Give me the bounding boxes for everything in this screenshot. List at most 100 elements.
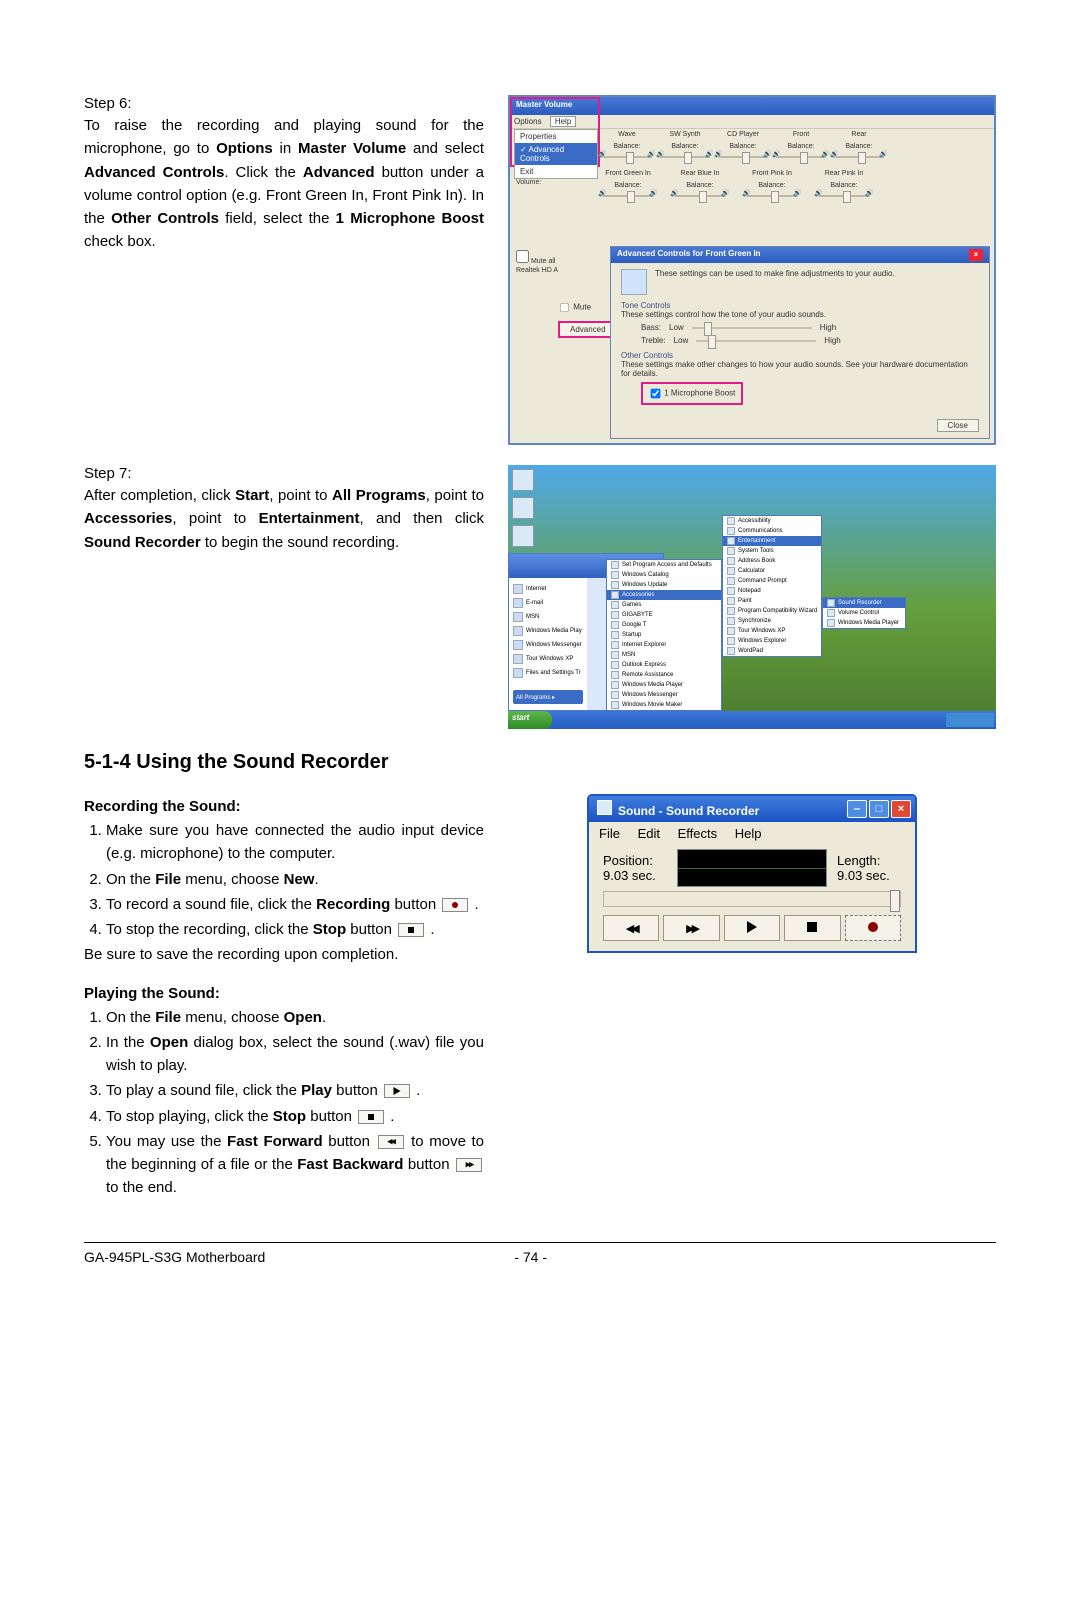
all-programs-button[interactable]: All Programs ▸ — [513, 690, 583, 704]
submenu-item[interactable]: Windows Messenger — [607, 690, 721, 700]
mv-mute-checkbox[interactable] — [560, 303, 568, 311]
mv-mute-all-checkbox[interactable] — [516, 250, 529, 263]
step7-text: Step 7: After completion, click Start, p… — [84, 465, 484, 729]
page-footer: GA-945PL-S3G Motherboard - 74 - — [84, 1242, 996, 1265]
step6-body: To raise the recording and playing sound… — [84, 114, 484, 254]
submenu-item[interactable]: Internet Explorer — [607, 640, 721, 650]
minimize-icon[interactable]: ‒ — [847, 800, 867, 818]
sound-recorder-screenshot: Sound - Sound Recorder ‒ □ × File Edit E… — [508, 788, 996, 1202]
step7-label: Step 7: — [84, 465, 484, 482]
sr-title: Sound - Sound Recorder — [618, 804, 759, 818]
fast-forward-icon — [456, 1158, 482, 1172]
mv-window-title: Master Volume — [510, 97, 994, 112]
submenu-item[interactable]: GIGABYTE — [607, 610, 721, 620]
mv-menu-options[interactable]: Options — [514, 117, 542, 126]
submenu-item[interactable]: Accessories — [607, 590, 721, 600]
submenu-item[interactable]: Remote Assistance — [607, 670, 721, 680]
system-tray — [946, 713, 994, 727]
submenu-item[interactable]: Windows Update — [607, 580, 721, 590]
submenu-item[interactable]: System Tools — [723, 546, 821, 556]
start-menu-item[interactable]: Windows Messenger — [513, 638, 583, 652]
submenu-item[interactable]: Sound Recorder — [823, 598, 905, 608]
mv-dlg-close-button[interactable]: Close — [937, 419, 979, 432]
start-menu-item[interactable]: Files and Settings Tr — [513, 666, 583, 680]
submenu-item[interactable]: Notepad — [723, 586, 821, 596]
start-menu-item[interactable]: Tour Windows XP — [513, 652, 583, 666]
submenu-item[interactable]: Outlook Express — [607, 660, 721, 670]
mv-dd-exit[interactable]: Exit — [515, 165, 597, 178]
step6-label: Step 6: — [84, 95, 484, 112]
step6-text: Step 6: To raise the recording and playi… — [84, 95, 484, 445]
sound-recorder-window: Sound - Sound Recorder ‒ □ × File Edit E… — [587, 794, 917, 953]
submenu-item[interactable]: Entertainment — [723, 536, 821, 546]
sr-record-button[interactable] — [845, 915, 901, 941]
mv-menu-help[interactable]: Help — [550, 116, 576, 127]
entertainment-submenu: Sound RecorderVolume ControlWindows Medi… — [822, 597, 906, 629]
step7-body: After completion, click Start, point to … — [84, 484, 484, 554]
mv-dlg-close-icon[interactable]: × — [969, 249, 983, 261]
submenu-item[interactable]: Tour Windows XP — [723, 626, 821, 636]
sr-menu-help[interactable]: Help — [735, 826, 762, 841]
mv-dd-advanced[interactable]: ✓ Advanced Controls — [515, 143, 597, 165]
submenu-item[interactable]: Synchronize — [723, 616, 821, 626]
mv-advanced-button[interactable]: Advanced — [558, 321, 618, 338]
sr-menu-file[interactable]: File — [599, 826, 620, 841]
submenu-item[interactable]: Command Prompt — [723, 576, 821, 586]
start-menu-item[interactable]: E-mail — [513, 596, 583, 610]
sr-seek-slider[interactable] — [603, 891, 901, 907]
submenu-item[interactable]: WordPad — [723, 646, 821, 656]
submenu-item[interactable]: Paint — [723, 596, 821, 606]
taskbar: start — [508, 711, 996, 729]
close-icon[interactable]: × — [891, 800, 911, 818]
submenu-item[interactable]: Google T — [607, 620, 721, 630]
sr-play-button[interactable] — [724, 915, 780, 941]
mic-boost-checkbox[interactable] — [651, 389, 661, 399]
submenu-item[interactable]: Windows Explorer — [723, 636, 821, 646]
mv-dd-properties[interactable]: Properties — [515, 130, 597, 143]
sr-stop-button[interactable] — [784, 915, 840, 941]
submenu-item[interactable]: Windows Media Player — [823, 618, 905, 628]
accessories-submenu: AccessibilityCommunicationsEntertainment… — [722, 515, 822, 657]
mic-boost-highlight: 1 Microphone Boost — [641, 382, 743, 405]
sr-forward-button[interactable] — [663, 915, 719, 941]
all-programs-submenu: Set Program Access and DefaultsWindows C… — [606, 559, 722, 711]
section-heading: 5-1-4 Using the Sound Recorder — [84, 751, 996, 774]
recording-playing-text: Recording the Sound: Make sure you have … — [84, 788, 484, 1202]
desktop-icon[interactable] — [512, 525, 534, 547]
recording-list: Make sure you have connected the audio i… — [84, 819, 484, 941]
submenu-item[interactable]: Windows Movie Maker — [607, 700, 721, 710]
submenu-item[interactable]: Communications — [723, 526, 821, 536]
submenu-item[interactable]: Program Compatibility Wizard — [723, 606, 821, 616]
submenu-item[interactable]: MSN — [607, 650, 721, 660]
start-menu-item[interactable]: MSN — [513, 610, 583, 624]
submenu-item[interactable]: Calculator — [723, 566, 821, 576]
record-icon — [442, 898, 468, 912]
submenu-item[interactable]: Set Program Access and Defaults — [607, 560, 721, 570]
treble-slider[interactable] — [696, 337, 816, 345]
submenu-item[interactable]: Windows Catalog — [607, 570, 721, 580]
mv-dlg-title: Advanced Controls for Front Green In — [617, 249, 761, 261]
submenu-item[interactable]: Address Book — [723, 556, 821, 566]
submenu-item[interactable]: Windows Media Player — [607, 680, 721, 690]
bass-slider[interactable] — [692, 324, 812, 332]
submenu-item[interactable]: Games — [607, 600, 721, 610]
mv-mute-row: Mute — [558, 301, 591, 314]
stop-icon — [398, 923, 424, 937]
desktop-icon[interactable] — [512, 497, 534, 519]
submenu-item[interactable]: Volume Control — [823, 608, 905, 618]
maximize-icon[interactable]: □ — [869, 800, 889, 818]
sr-app-icon — [597, 800, 612, 815]
sr-menu-effects[interactable]: Effects — [678, 826, 718, 841]
sr-rewind-button[interactable] — [603, 915, 659, 941]
start-button[interactable]: start — [508, 711, 552, 729]
start-menu-item[interactable]: Internet — [513, 582, 583, 596]
submenu-item[interactable]: Accessibility — [723, 516, 821, 526]
desktop-icon[interactable] — [512, 469, 534, 491]
playing-list: On the File menu, choose Open. In the Op… — [84, 1006, 484, 1200]
footer-page-number: - 74 - — [265, 1249, 796, 1265]
sr-menu-edit[interactable]: Edit — [638, 826, 660, 841]
playing-heading: Playing the Sound: — [84, 985, 484, 1002]
start-menu-item[interactable]: Windows Media Play — [513, 624, 583, 638]
sr-menubar: File Edit Effects Help — [589, 822, 915, 845]
submenu-item[interactable]: Startup — [607, 630, 721, 640]
